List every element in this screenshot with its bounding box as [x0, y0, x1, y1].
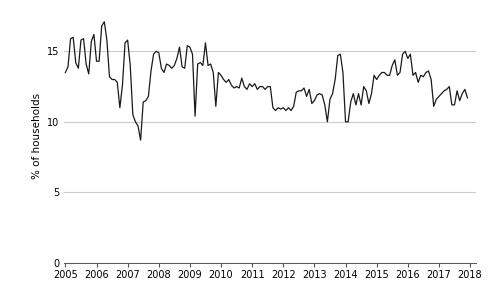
Y-axis label: % of households: % of households — [32, 93, 42, 179]
